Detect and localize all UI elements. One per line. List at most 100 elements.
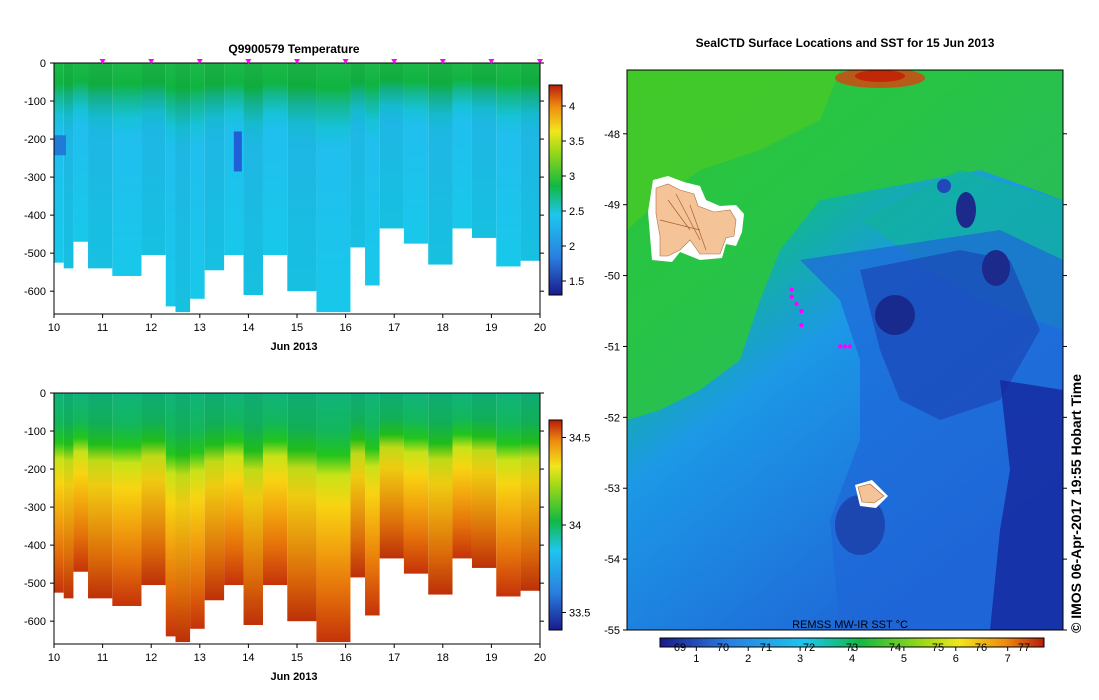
- colorbar-tick-label: 3: [569, 171, 575, 183]
- seal-location-dot: [799, 308, 804, 314]
- temperature-section: [54, 63, 540, 313]
- profile-column: [471, 393, 497, 568]
- seal-location-dot: [837, 344, 843, 349]
- x-tick-label: 16: [339, 652, 351, 664]
- map-latitude-axis: -48 -49 -50 -51 -52 -53 -54 -55: [604, 129, 1067, 637]
- profile-marker: [537, 59, 543, 64]
- y-tick-label: 0: [40, 388, 46, 400]
- profile-shade: [520, 393, 540, 591]
- colorbar-tick-label: 33.5: [569, 608, 590, 620]
- profile-marker: [488, 59, 495, 64]
- cold-patch: [54, 135, 66, 156]
- profile-column: [190, 393, 205, 629]
- profile-shade: [471, 63, 497, 238]
- profile-column: [496, 393, 521, 597]
- temperature-colorbar: [548, 84, 563, 296]
- cold-patch: [233, 131, 242, 172]
- profile-column: [88, 63, 113, 269]
- x-tick-label: 13: [194, 322, 206, 334]
- profile-shade: [287, 393, 317, 622]
- lat-tick-label: -52: [604, 412, 620, 424]
- sst-colorbar-ticks: 1 2 3 4 5 6 7 69 70 71 72 73 74 75 76 77: [674, 642, 1030, 665]
- x-tick-label: 14: [242, 652, 254, 664]
- sst-colorbar-label: REMSS MW-IR SST °C: [792, 619, 908, 631]
- sst-tick-label-celsius: 2: [745, 653, 751, 665]
- sst-tick-label-celsius: 7: [1005, 653, 1011, 665]
- y-tick-label: -200: [24, 134, 46, 146]
- y-tick-label: -100: [24, 426, 46, 438]
- cold-spot: [937, 179, 951, 193]
- profile-shade: [350, 63, 366, 248]
- profile-marker: [294, 59, 300, 64]
- profile-column: [262, 393, 288, 586]
- profile-marker: [342, 59, 349, 64]
- sst-tick-label-celsius: 5: [901, 653, 907, 665]
- x-tick-label: 10: [48, 652, 60, 664]
- x-tick-label: 12: [145, 322, 157, 334]
- profile-marker: [439, 59, 446, 64]
- lat-tick-label: -55: [604, 625, 620, 637]
- colorbar-tick-label: 34.5: [569, 433, 590, 445]
- y-tick-label: -100: [24, 96, 46, 108]
- temperature-x-axis: 10 11 12 13 14 15 16 17 18 19 20: [48, 314, 546, 334]
- profile-shade: [379, 393, 404, 559]
- profile-column: [428, 63, 453, 265]
- profile-column: [403, 63, 429, 244]
- temperature-colorbar-ticks: 1.5 2 2.5 3 3.5 4: [562, 101, 584, 288]
- x-tick-label: 13: [194, 652, 206, 664]
- profile-shade: [175, 393, 191, 643]
- colorbar-tick-label: 1.5: [569, 276, 584, 288]
- profile-shade: [175, 63, 191, 313]
- x-tick-label: 10: [48, 322, 60, 334]
- island-coast-detail: [659, 193, 707, 251]
- seal-locations: [789, 287, 853, 349]
- profile-column: [190, 63, 205, 299]
- seal-location-dot: [842, 344, 848, 349]
- profile-column: [471, 63, 497, 238]
- y-tick-label: -400: [24, 210, 46, 222]
- map-title: SealCTD Surface Locations and SST for 15…: [696, 36, 995, 50]
- profile-column: [379, 393, 404, 559]
- x-tick-label: 20: [534, 322, 546, 334]
- seal-location-dot: [794, 301, 799, 307]
- profile-shade: [428, 393, 453, 595]
- sst-tick-label-fahrenheit: 75: [932, 642, 944, 654]
- x-tick-label: 18: [437, 652, 449, 664]
- profile-column: [243, 63, 263, 295]
- profile-column: [54, 393, 64, 593]
- profile-column: [365, 393, 380, 616]
- lat-tick-label: -50: [604, 271, 620, 283]
- salinity-x-axis: 10 11 12 13 14 15 16 17 18 19 20: [48, 644, 546, 664]
- profile-column: [165, 393, 176, 637]
- temperature-title: Q9900579 Temperature: [228, 42, 360, 56]
- profile-column: [63, 393, 74, 599]
- colorbar-tick-label: 3.5: [569, 136, 584, 148]
- x-tick-label: 14: [242, 322, 254, 334]
- y-tick-label: -300: [24, 502, 46, 514]
- salinity-colorbar: [548, 419, 563, 631]
- x-tick-label: 20: [534, 652, 546, 664]
- profile-column: [112, 63, 142, 276]
- seal-location-dot: [799, 322, 804, 328]
- profile-shade: [63, 63, 74, 269]
- profile-marker: [99, 59, 106, 64]
- profile-column: [365, 63, 380, 286]
- colorbar-tick-label: 4: [569, 101, 575, 113]
- sst-tick-label-fahrenheit: 76: [975, 642, 987, 654]
- seal-location-dot: [847, 344, 853, 349]
- profile-shade: [88, 393, 113, 599]
- salinity-xlabel: Jun 2013: [270, 671, 317, 683]
- profile-marker: [391, 59, 398, 64]
- y-tick-label: -300: [24, 172, 46, 184]
- profile-shade: [379, 63, 404, 229]
- profile-column: [204, 393, 225, 601]
- colorbar-tick-label: 2.5: [569, 206, 584, 218]
- cold-eddy: [860, 250, 1040, 420]
- sst-tick-label-fahrenheit: 74: [889, 642, 901, 654]
- sst-tick-label-celsius: 6: [953, 653, 959, 665]
- profile-marker: [245, 59, 252, 64]
- seal-location-dot: [789, 287, 794, 292]
- x-tick-label: 11: [97, 652, 108, 664]
- sst-tick-label-fahrenheit: 73: [846, 642, 858, 654]
